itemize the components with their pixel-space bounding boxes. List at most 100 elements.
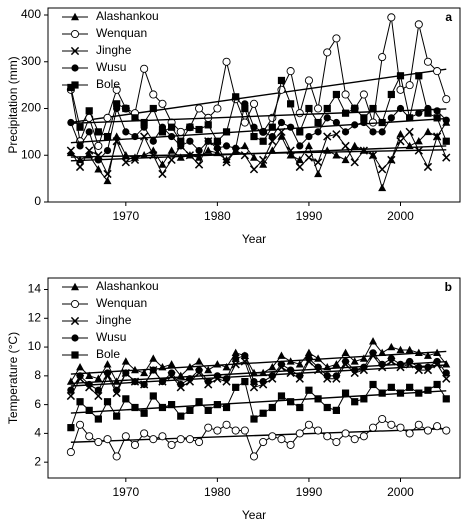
marker [250, 132, 258, 141]
marker [286, 357, 295, 365]
marker [314, 169, 323, 178]
marker [378, 118, 386, 127]
marker [268, 432, 277, 441]
marker [222, 158, 231, 167]
marker [158, 403, 167, 412]
marker [414, 146, 423, 155]
marker [140, 64, 149, 73]
marker [204, 406, 212, 414]
marker [204, 423, 213, 432]
marker [113, 386, 121, 394]
legend-label: Wenquan [96, 26, 147, 40]
marker [304, 420, 313, 429]
marker [378, 360, 386, 368]
marker [195, 104, 204, 113]
marker [222, 375, 231, 383]
marker [241, 352, 249, 360]
legend-marker [71, 351, 79, 359]
marker [387, 114, 395, 122]
marker [305, 132, 313, 141]
marker [213, 426, 222, 435]
marker [350, 158, 359, 167]
y-tick-label: 300 [21, 54, 41, 68]
marker [85, 380, 93, 389]
marker [424, 363, 432, 371]
marker [232, 354, 240, 363]
marker [103, 169, 112, 179]
marker [259, 160, 268, 168]
marker [360, 114, 368, 122]
marker [168, 369, 176, 377]
marker [432, 132, 442, 141]
legend-marker [70, 316, 80, 326]
marker [140, 380, 148, 389]
marker [359, 354, 368, 362]
marker [94, 156, 102, 164]
legend-marker [71, 81, 79, 89]
marker [103, 398, 112, 406]
marker [341, 348, 350, 357]
marker [360, 363, 368, 371]
marker [176, 127, 185, 136]
marker [204, 146, 213, 154]
legend-label: Wusu [96, 60, 126, 74]
legend-marker [71, 334, 79, 342]
y-tick-label: 100 [21, 147, 41, 161]
marker [268, 403, 276, 412]
marker [240, 151, 249, 160]
marker [323, 48, 332, 57]
marker [304, 348, 313, 357]
marker [332, 372, 340, 380]
marker [94, 415, 102, 423]
marker [103, 435, 112, 444]
marker [103, 176, 112, 185]
marker [186, 137, 194, 145]
marker [277, 351, 286, 359]
marker [185, 363, 194, 371]
plot-frame [47, 7, 461, 203]
marker [240, 118, 249, 127]
legend-marker [70, 299, 80, 309]
marker [378, 128, 386, 136]
y-tick-label: 14 [28, 282, 42, 296]
marker [360, 395, 368, 403]
marker [130, 440, 140, 449]
marker [268, 363, 277, 371]
marker [287, 123, 295, 131]
marker [149, 435, 158, 444]
legend-label: Bole [96, 77, 120, 91]
marker [149, 90, 158, 99]
marker [185, 151, 195, 160]
marker [195, 437, 204, 447]
marker [332, 406, 340, 414]
marker [167, 155, 176, 165]
marker [158, 160, 167, 168]
marker [130, 155, 140, 165]
marker [405, 127, 414, 137]
marker [204, 137, 212, 145]
marker [240, 426, 249, 435]
y-tick-label: 4 [34, 426, 41, 440]
y-tick-label: 2 [34, 454, 41, 468]
y-tick-label: 400 [21, 7, 41, 21]
marker [295, 429, 304, 438]
marker [305, 386, 313, 394]
marker [359, 432, 368, 441]
marker [296, 372, 304, 380]
marker [341, 128, 350, 136]
y-tick-label: 10 [28, 339, 42, 353]
marker [359, 90, 368, 99]
marker [112, 85, 121, 94]
marker [314, 118, 322, 127]
marker [85, 107, 93, 115]
marker [76, 398, 84, 406]
marker [186, 375, 194, 383]
marker [176, 153, 185, 161]
marker [296, 142, 304, 150]
marker [415, 109, 423, 117]
marker [304, 141, 313, 150]
y-tick-label: 0 [34, 194, 41, 208]
marker [76, 363, 85, 371]
marker [168, 132, 176, 141]
marker [442, 137, 450, 145]
